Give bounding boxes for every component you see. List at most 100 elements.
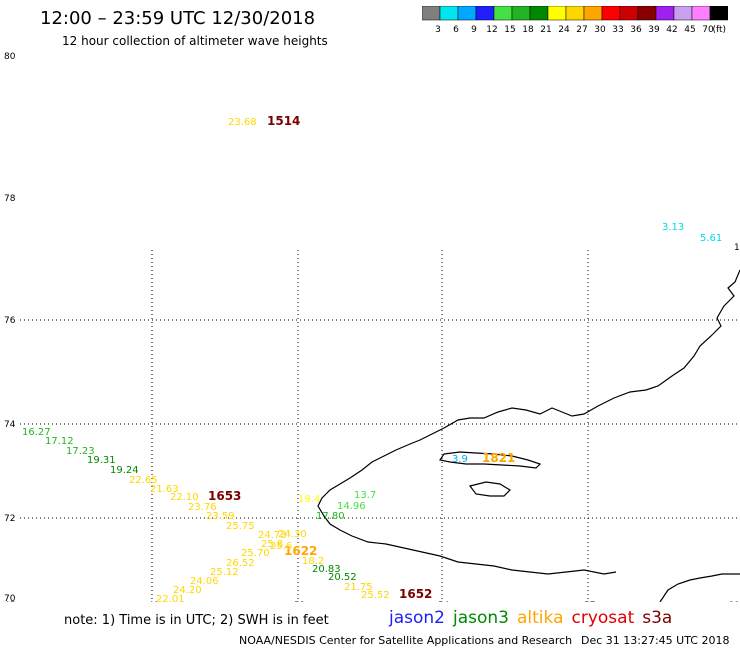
- color-scale-legend: 3 6 9 12 15 18 21 24 27 30 33 36 39 42 45 70(ft): [422, 6, 728, 35]
- lat-label: 78: [4, 194, 16, 204]
- pass-time-label: 1821: [482, 451, 515, 465]
- pass-time-label: 1653: [208, 489, 241, 503]
- legend-tick-label: 27: [576, 25, 587, 35]
- wave-height-label: 3.13: [662, 222, 684, 233]
- legend-swatch: [673, 6, 693, 21]
- legend-tick-label: 33: [612, 25, 623, 35]
- lon-label: 54: [438, 601, 450, 602]
- greenland-coastline: [317, 269, 740, 602]
- footnote: note: 1) Time is in UTC; 2) SWH is in fe…: [64, 613, 329, 628]
- legend-tick-label: 15: [504, 25, 515, 35]
- lat-label: 70: [4, 594, 16, 602]
- lon-label: 45: [4, 601, 15, 602]
- wave-height-label: 26.52: [226, 558, 255, 569]
- legend-swatch: [529, 6, 549, 21]
- mission-legend: jason2 jason3 altika cryosat s3a: [389, 608, 680, 628]
- wave-height-label: 19.24: [110, 465, 139, 476]
- legend-swatch: [547, 6, 567, 21]
- legend-swatch: [619, 6, 639, 21]
- map-gridlines: [20, 250, 740, 602]
- legend-swatch: [691, 6, 711, 21]
- legend-swatch: [493, 6, 513, 21]
- legend-unit: (ft): [712, 25, 726, 35]
- lat-label: 80: [4, 52, 16, 62]
- wave-height-label: 20.52: [328, 572, 357, 583]
- pass-time-label: 1652: [399, 587, 432, 601]
- wave-height-label: 24.73: [258, 530, 287, 541]
- lon-label: 57: [584, 601, 595, 602]
- wave-height-label: 24.30: [278, 529, 307, 540]
- wave-height-map: 80 78 76 74 72 7045 48 51 54 57 60 1 1514 1653 1652 162…: [4, 52, 740, 602]
- legend-tick-label: 18: [522, 25, 534, 35]
- wave-height-label: 23.76: [188, 502, 217, 513]
- legend-swatch: [637, 6, 657, 21]
- legend-tick-label: 21: [540, 25, 551, 35]
- wave-height-label: 23.59: [206, 511, 235, 522]
- legend-swatch: [709, 6, 728, 21]
- wave-height-label: 25.75: [226, 521, 255, 532]
- legend-swatch: [439, 6, 459, 21]
- pass-time-label: 1622: [284, 544, 317, 558]
- wave-height-label: 18.2: [302, 556, 324, 567]
- wave-height-label: 25.70: [241, 548, 270, 559]
- wave-height-label: 17.23: [66, 446, 95, 457]
- wave-height-label: 5.61: [700, 233, 722, 244]
- pass-time-label: 1514: [267, 114, 300, 128]
- legend-tick-label: 24: [558, 25, 570, 35]
- lon-label: 48: [148, 601, 160, 602]
- mission-s3a: s3a: [642, 608, 673, 628]
- wave-height-label: 14.96: [337, 501, 366, 512]
- legend-tick-label: 42: [666, 25, 677, 35]
- wave-height-label: 19.31: [87, 455, 116, 466]
- wave-height-label: 16.27: [22, 427, 51, 438]
- edge-label: 1: [734, 243, 740, 253]
- chart-title: 12:00 – 23:59 UTC 12/30/2018: [40, 8, 316, 29]
- legend-swatch: [583, 6, 603, 21]
- lat-label: 72: [4, 514, 15, 524]
- legend-tick-label: 3: [435, 25, 441, 35]
- wave-height-label: 17.80: [316, 511, 345, 522]
- wave-height-label: 25.12: [210, 567, 239, 578]
- lon-label: 60: [728, 601, 740, 602]
- wave-height-label: 24.20: [173, 585, 202, 596]
- wave-height-label: 20.83: [312, 564, 341, 575]
- legend-tick-label: 30: [594, 25, 606, 35]
- wave-height-label: 25.8: [261, 539, 283, 550]
- credit-line: NOAA/NESDIS Center for Satellite Applica…: [239, 634, 573, 647]
- generated-timestamp: Dec 31 13:27:45 UTC 2018: [581, 634, 730, 647]
- legend-swatch: [422, 6, 441, 21]
- mission-jason2: jason2: [389, 608, 445, 628]
- wave-height-label: 19.4: [298, 494, 320, 505]
- legend-tick-label: 39: [648, 25, 660, 35]
- wave-height-label: 22.10: [170, 492, 199, 503]
- wave-height-label: 3.9: [452, 454, 468, 465]
- legend-tick-label: 12: [486, 25, 497, 35]
- wave-height-label: 23.68: [228, 117, 257, 128]
- wave-height-label: 22.65: [129, 475, 158, 486]
- mission-altika: altika: [517, 608, 564, 628]
- legend-swatch: [511, 6, 531, 21]
- legend-tick-label: 6: [453, 25, 459, 35]
- legend-swatch: [565, 6, 585, 21]
- wave-height-label: 22.01: [156, 594, 185, 602]
- legend-swatch: [475, 6, 495, 21]
- wave-height-label: 13.7: [354, 490, 376, 501]
- wave-height-label: 17.12: [45, 436, 74, 447]
- wave-height-label: 24.06: [190, 576, 219, 587]
- legend-swatch: [655, 6, 675, 21]
- lon-label: 51: [294, 601, 305, 602]
- wave-height-label: 25.52: [361, 590, 390, 601]
- mission-jason3: jason3: [453, 608, 509, 628]
- legend-tick-label: 36: [630, 25, 642, 35]
- mission-cryosat: cryosat: [571, 608, 635, 628]
- legend-tick-label: 45: [684, 25, 695, 35]
- lat-label: 74: [4, 420, 16, 430]
- legend-swatch: [601, 6, 621, 21]
- legend-tick-label: 70: [702, 25, 714, 35]
- wave-height-label: 25.6: [270, 541, 292, 552]
- legend-swatch: [457, 6, 477, 21]
- wave-height-label: 21.63: [150, 484, 179, 495]
- wave-height-label: 21.75: [344, 582, 373, 593]
- map-labels: 80 78 76 74 72 7045 48 51 54 57 60 1 1514 1653 1652 162…: [4, 52, 740, 602]
- legend-tick-label: 9: [471, 25, 477, 35]
